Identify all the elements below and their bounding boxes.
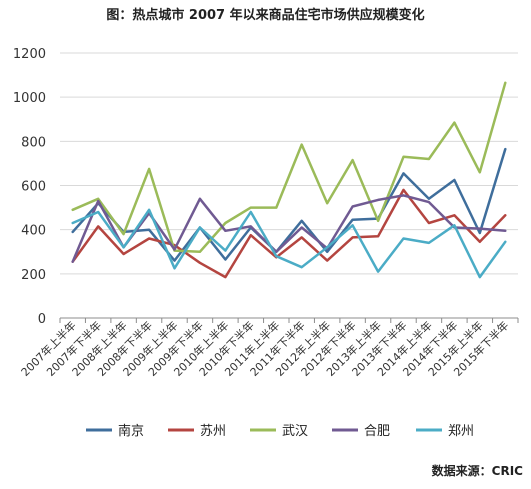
series-line — [71, 147, 507, 262]
legend-label: 苏州 — [200, 423, 226, 439]
y-tick-label: 1200 — [13, 47, 46, 62]
y-tick-label: 0 — [38, 312, 46, 327]
series-line — [71, 81, 507, 254]
legend-label: 武汉 — [282, 424, 308, 439]
chart-title: 图：热点城市 2007 年以来商品住宅市场供应规模变化 — [106, 8, 425, 23]
legend-label: 郑州 — [448, 424, 474, 439]
series-line — [71, 194, 507, 263]
y-tick-label: 400 — [21, 224, 46, 239]
legend-label: 南京 — [118, 423, 144, 439]
y-tick-label: 800 — [21, 135, 46, 150]
data-source: 数据来源：CRIC — [431, 464, 523, 478]
y-tick-label: 200 — [21, 268, 46, 283]
legend-label: 合肥 — [364, 424, 390, 439]
series-line — [71, 188, 507, 279]
y-tick-label: 600 — [21, 180, 46, 195]
y-tick-label: 1000 — [13, 91, 46, 106]
series-line — [71, 208, 507, 279]
